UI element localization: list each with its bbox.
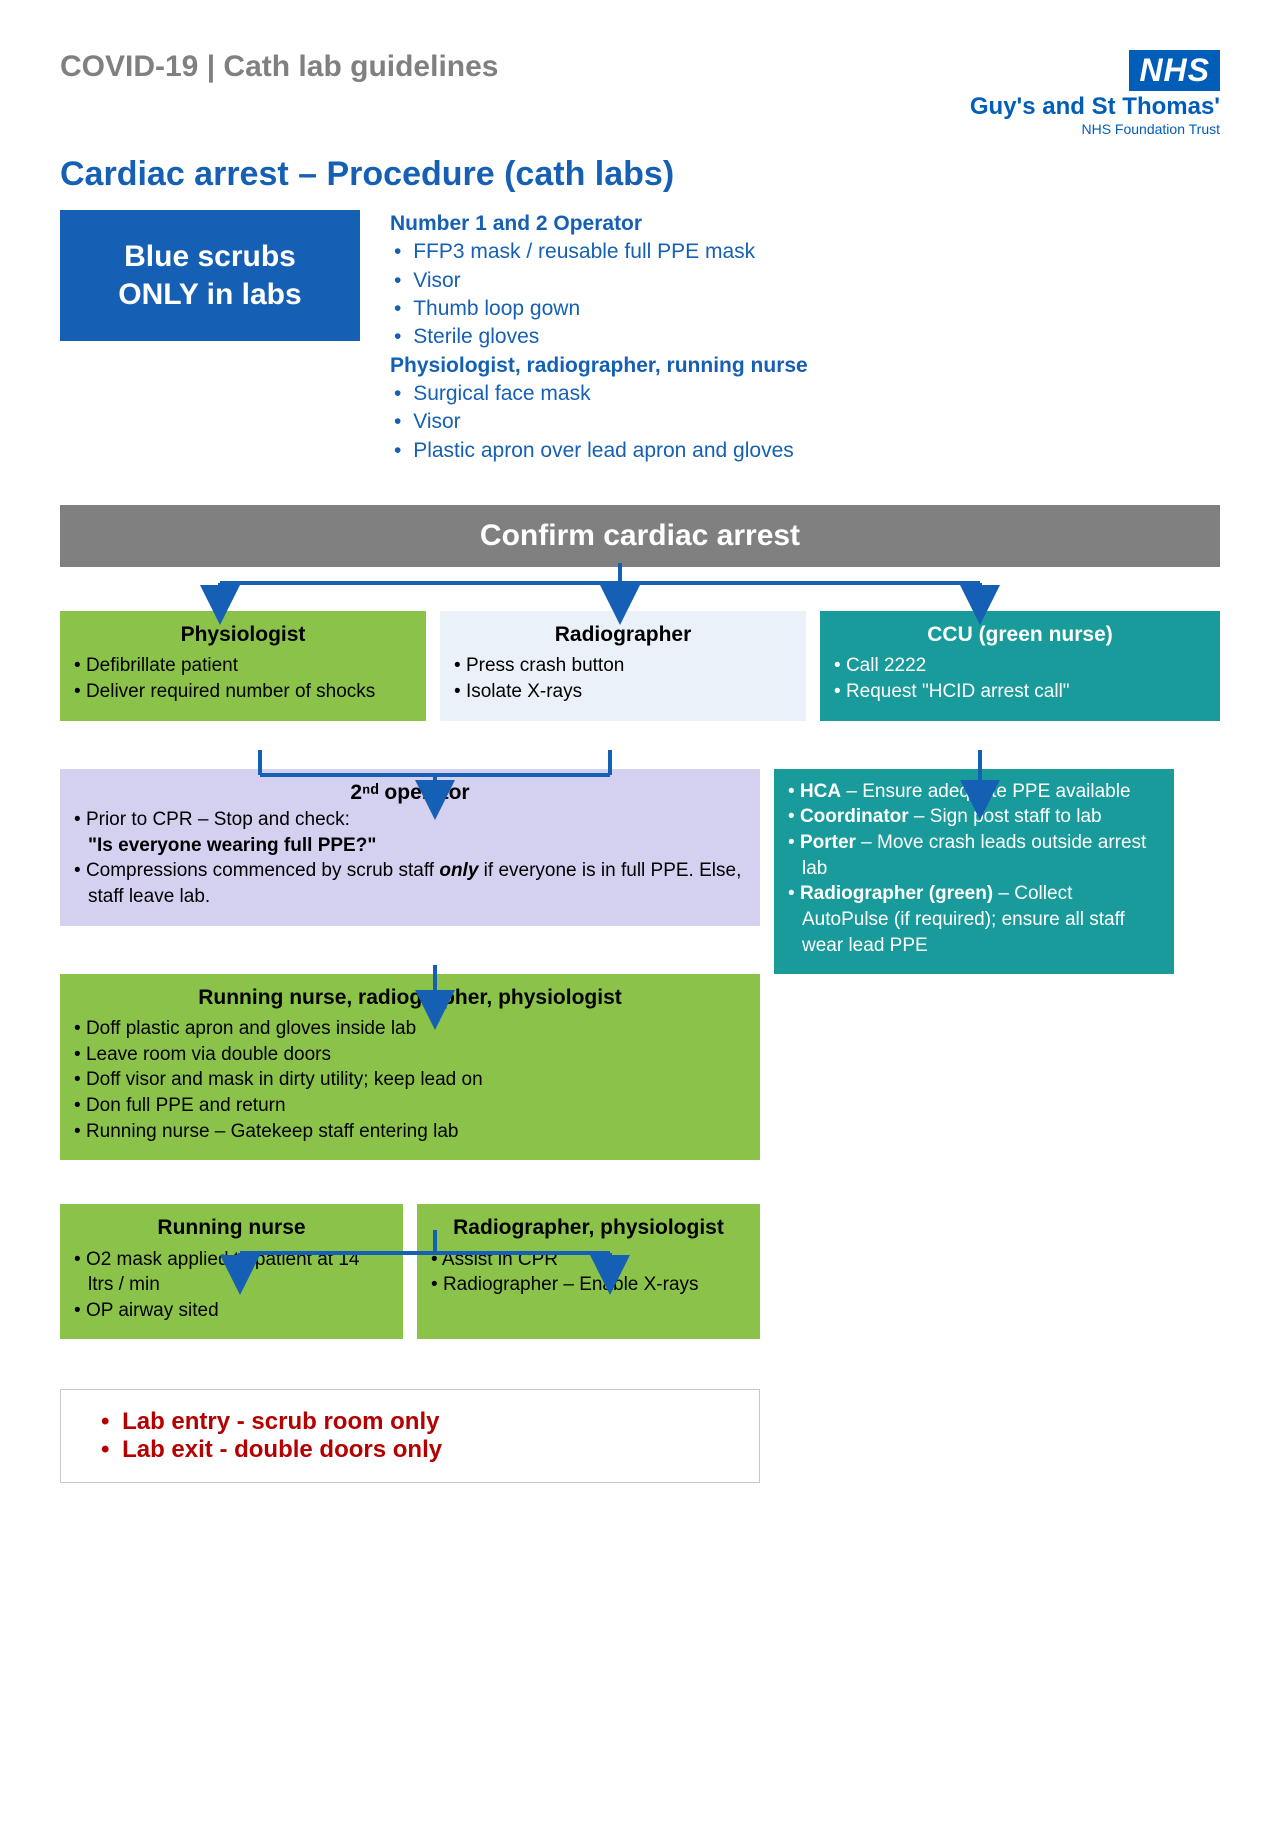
list-item: Call 2222 [834,653,1206,679]
list-item: Thumb loop gown [394,295,808,323]
row-final: Running nurse O2 mask applied to patient… [60,1204,760,1339]
doc-title: COVID-19 | Cath lab guidelines [60,50,498,84]
teal-support-list: HCA – Ensure adequate PPE availableCoord… [788,779,1160,958]
list-item: Radiographer (green) – Collect AutoPulse… [788,881,1160,958]
op2-line2: Compressions commenced by scrub staff on… [74,858,746,909]
blue-scrubs-line1: Blue scrubs [78,238,342,276]
row-three-roles: Physiologist Defibrillate patientDeliver… [60,611,1220,721]
list-item: Plastic apron over lead apron and gloves [394,437,808,465]
blue-scrubs-box: Blue scrubs ONLY in labs [60,210,360,341]
op2-line1: Prior to CPR – Stop and check: "Is every… [74,807,746,858]
second-operator-title: 2ⁿᵈ operator [74,779,746,807]
list-item: Coordinator – Sign post staff to lab [788,804,1160,830]
footer-box: Lab entry - scrub room onlyLab exit - do… [60,1389,760,1483]
green-wide-title: Running nurse, radiographer, physiologis… [74,984,746,1012]
list-item: Doff plastic apron and gloves inside lab [74,1016,746,1042]
list-item: Running nurse – Gatekeep staff entering … [74,1119,746,1145]
list-item: Visor [394,408,808,436]
list-item: Isolate X-rays [454,679,792,705]
list-item: FFP3 mask / reusable full PPE mask [394,238,808,266]
list-item: Sterile gloves [394,323,808,351]
ppe-operator-header: Number 1 and 2 Operator [390,210,808,238]
ccu-title: CCU (green nurse) [834,621,1206,649]
running-nurse-box: Running nurse O2 mask applied to patient… [60,1204,403,1339]
confirm-bar: Confirm cardiac arrest [60,505,1220,567]
list-item: O2 mask applied to patient at 14 ltrs / … [74,1247,389,1298]
running-nurse-list: O2 mask applied to patient at 14 ltrs / … [74,1247,389,1324]
list-item: Doff visor and mask in dirty utility; ke… [74,1067,746,1093]
ccu-box: CCU (green nurse) Call 2222Request "HCID… [820,611,1220,721]
ppe-other-list: Surgical face maskVisorPlastic apron ove… [390,380,808,465]
intro-row: Blue scrubs ONLY in labs Number 1 and 2 … [60,210,1220,465]
nhs-logo-block: NHS Guy's and St Thomas' NHS Foundation … [970,50,1220,137]
list-item: Press crash button [454,653,792,679]
ccu-list: Call 2222Request "HCID arrest call" [834,653,1206,704]
trust-subtitle: NHS Foundation Trust [970,121,1220,137]
radiographer-physio-title: Radiographer, physiologist [431,1214,746,1242]
green-wide-box: Running nurse, radiographer, physiologis… [60,974,760,1161]
list-item: HCA – Ensure adequate PPE available [788,779,1160,805]
ppe-other-header: Physiologist, radiographer, running nurs… [390,352,808,380]
list-item: Porter – Move crash leads outside arrest… [788,830,1160,881]
radiographer-physio-box: Radiographer, physiologist Assist in CPR… [417,1204,760,1339]
list-item: Defibrillate patient [74,653,412,679]
page-title: Cardiac arrest – Procedure (cath labs) [60,155,1220,194]
list-item: Radiographer – Enable X-rays [431,1272,746,1298]
ppe-info: Number 1 and 2 Operator FFP3 mask / reus… [390,210,808,465]
radiographer-list: Press crash buttonIsolate X-rays [454,653,792,704]
header: COVID-19 | Cath lab guidelines NHS Guy's… [60,50,1220,137]
flowchart: Confirm cardiac arrest Physiologist [60,505,1220,1339]
nhs-logo: NHS [1129,50,1220,91]
list-item: Don full PPE and return [74,1093,746,1119]
list-item: Deliver required number of shocks [74,679,412,705]
list-item: OP airway sited [74,1298,389,1324]
list-item: Surgical face mask [394,380,808,408]
teal-support-box: HCA – Ensure adequate PPE availableCoord… [774,769,1174,974]
list-item: Visor [394,267,808,295]
radiographer-title: Radiographer [454,621,792,649]
physiologist-box: Physiologist Defibrillate patientDeliver… [60,611,426,721]
footer-list: Lab entry - scrub room onlyLab exit - do… [101,1408,719,1464]
trust-name: Guy's and St Thomas' [970,93,1220,121]
physiologist-list: Defibrillate patientDeliver required num… [74,653,412,704]
blue-scrubs-line2: ONLY in labs [78,276,342,314]
running-nurse-title: Running nurse [74,1214,389,1242]
ppe-operator-list: FFP3 mask / reusable full PPE maskVisorT… [390,238,808,351]
list-item: Lab entry - scrub room only [101,1408,719,1436]
green-wide-list: Doff plastic apron and gloves inside lab… [74,1016,746,1144]
list-item: Leave room via double doors [74,1042,746,1068]
list-item: Lab exit - double doors only [101,1436,719,1464]
list-item: Request "HCID arrest call" [834,679,1206,705]
radiographer-box: Radiographer Press crash buttonIsolate X… [440,611,806,721]
radiographer-physio-list: Assist in CPRRadiographer – Enable X-ray… [431,1247,746,1298]
list-item: Assist in CPR [431,1247,746,1273]
second-operator-box: 2ⁿᵈ operator Prior to CPR – Stop and che… [60,769,760,926]
physiologist-title: Physiologist [74,621,412,649]
